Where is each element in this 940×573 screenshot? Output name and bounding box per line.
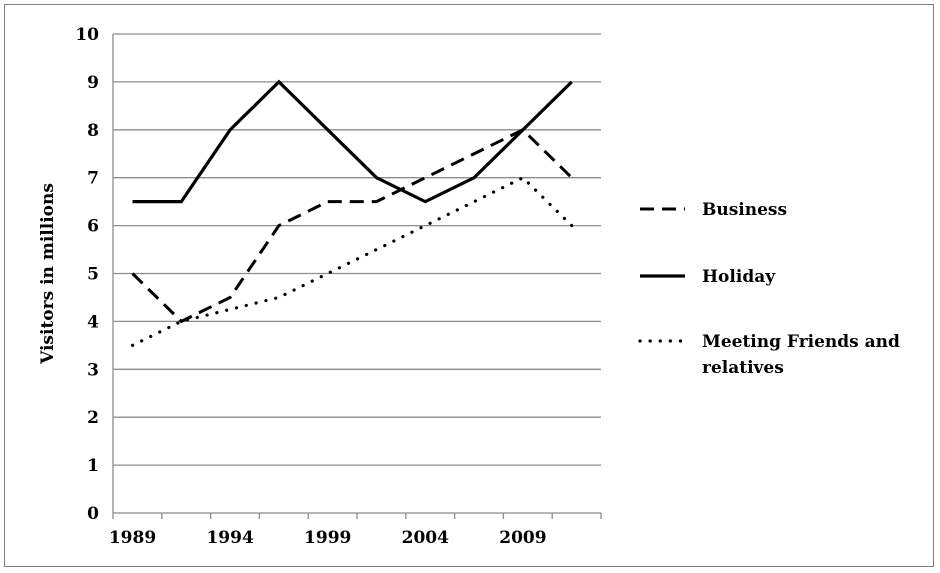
y-tick-2: 2 [87, 408, 99, 428]
y-tick-4: 4 [87, 312, 99, 332]
x-tick-1989: 1989 [109, 528, 156, 548]
y-tick-9: 9 [87, 73, 99, 93]
series-lines [130, 79, 574, 347]
axes [112, 34, 602, 519]
y-tick-8: 8 [87, 121, 99, 141]
y-tick-10: 10 [75, 25, 99, 45]
y-tick-7: 7 [87, 169, 99, 189]
x-tick-1994: 1994 [206, 528, 253, 548]
y-tick-6: 6 [87, 217, 99, 237]
y-tick-3: 3 [87, 360, 99, 380]
x-tick-2009: 2009 [499, 528, 546, 548]
y-tick-0: 0 [87, 504, 99, 524]
x-tick-2004: 2004 [402, 528, 449, 548]
legend-label-holiday: Holiday [702, 267, 776, 287]
chart-frame [4, 4, 934, 567]
grid-lines [113, 33, 601, 466]
series-holiday-line [132, 79, 573, 204]
legend: Business Holiday Meeting Friends and relati… [638, 200, 900, 378]
legend-label-business: Business [702, 200, 787, 220]
y-tick-labels: 0 1 2 3 4 5 6 7 8 9 10 [75, 25, 99, 524]
legend-label-meeting: Meeting Friends and relatives [702, 332, 900, 378]
series-business-line [131, 127, 573, 324]
y-tick-5: 5 [87, 265, 99, 285]
y-tick-1: 1 [87, 456, 99, 476]
x-tick-1999: 1999 [304, 528, 351, 548]
x-tick-labels: 1989 1994 1999 2004 2009 [109, 528, 547, 548]
series-meeting-line [130, 175, 574, 347]
y-axis-label: Visitors in millions [38, 183, 58, 365]
